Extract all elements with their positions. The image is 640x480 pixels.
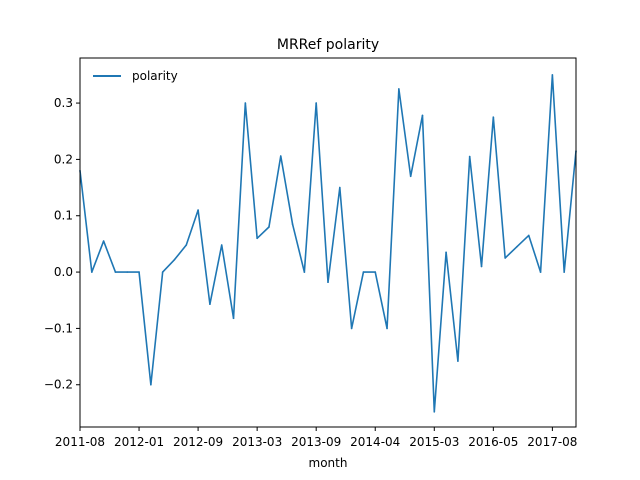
x-axis: 2011-08 2012-01 2012-09 2013-03 2013-09 2014-… <box>55 427 577 449</box>
y-tick-label: 0.3 <box>54 96 73 110</box>
data-point <box>504 257 506 259</box>
x-tick-label: 2013-09 <box>291 435 341 449</box>
data-point <box>339 186 341 189</box>
data-point <box>551 74 554 76</box>
data-point <box>386 327 388 330</box>
legend-entry-polarity: polarity <box>132 69 178 83</box>
x-tick-label: 2012-01 <box>114 435 164 449</box>
chart-title: MRRef polarity <box>277 37 379 53</box>
x-tick-label: 2011-08 <box>55 435 105 449</box>
data-point <box>480 265 483 268</box>
data-point <box>468 155 471 158</box>
data-point <box>102 240 105 242</box>
x-tick-label: 2014-04 <box>350 435 400 449</box>
data-point <box>185 244 188 246</box>
data-point <box>527 234 530 237</box>
data-point <box>161 271 164 273</box>
data-point <box>492 116 495 118</box>
data-point <box>433 410 436 413</box>
data-point <box>232 317 235 320</box>
data-point <box>114 271 117 273</box>
y-tick-label: 0.0 <box>54 265 73 279</box>
data-point <box>209 303 211 305</box>
y-tick-label: −0.2 <box>44 378 73 392</box>
data-point <box>409 175 412 178</box>
y-tick-label: 0.2 <box>54 152 73 166</box>
y-tick-label: −0.1 <box>44 321 73 335</box>
data-point <box>268 226 270 228</box>
data-point <box>173 258 176 261</box>
x-tick-label: 2013-03 <box>232 435 282 449</box>
data-point <box>563 271 565 273</box>
data-point <box>362 271 365 273</box>
data-point <box>220 244 223 246</box>
plot-frame <box>79 57 577 428</box>
x-axis-label: month <box>309 456 348 470</box>
data-point <box>303 271 306 273</box>
data-point <box>150 383 152 386</box>
data-point <box>516 245 518 248</box>
data-point <box>445 251 447 254</box>
data-point <box>421 114 424 117</box>
data-point <box>256 237 258 240</box>
series-line-polarity <box>79 74 577 413</box>
data-point <box>457 360 459 362</box>
data-point <box>244 102 247 104</box>
data-point <box>291 223 294 225</box>
data-point <box>138 271 140 273</box>
data-point <box>327 281 329 284</box>
y-axis: −0.2 −0.1 0.0 0.1 0.2 0.3 <box>44 96 80 392</box>
x-tick-label: 2012-09 <box>173 435 223 449</box>
data-point <box>350 327 353 330</box>
data-point <box>539 271 542 273</box>
data-point <box>91 271 93 273</box>
data-point <box>398 88 400 90</box>
x-tick-label: 2016-05 <box>468 435 518 449</box>
data-point <box>197 209 199 211</box>
data-point <box>374 271 377 273</box>
data-point <box>126 271 129 273</box>
x-tick-label: 2017-08 <box>527 435 577 449</box>
data-point <box>315 102 317 104</box>
x-tick-label: 2015-03 <box>409 435 459 449</box>
y-tick-label: 0.1 <box>54 209 73 223</box>
legend: polarity <box>93 69 178 83</box>
data-point <box>279 155 282 157</box>
series-layer <box>79 74 577 413</box>
